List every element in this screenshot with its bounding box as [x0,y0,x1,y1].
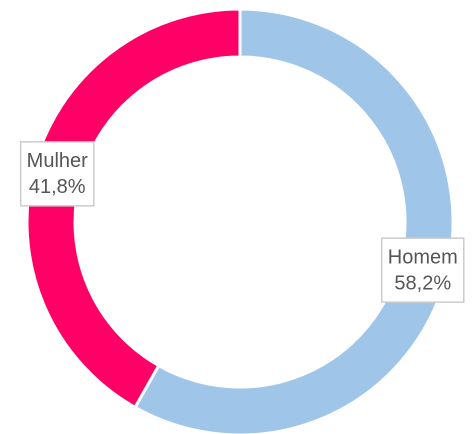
category-label: Mulher [27,150,88,172]
slice-label: Homem 58,2% [381,237,465,303]
category-label: Homem [388,246,458,268]
donut-slice [25,7,242,410]
slice-label: Mulher 41,8% [19,141,95,207]
label-box [381,237,465,303]
value-label: 41,8% [29,176,86,198]
donut-slice [133,7,455,434]
label-box [19,141,95,207]
value-label: 58,2% [394,272,451,294]
